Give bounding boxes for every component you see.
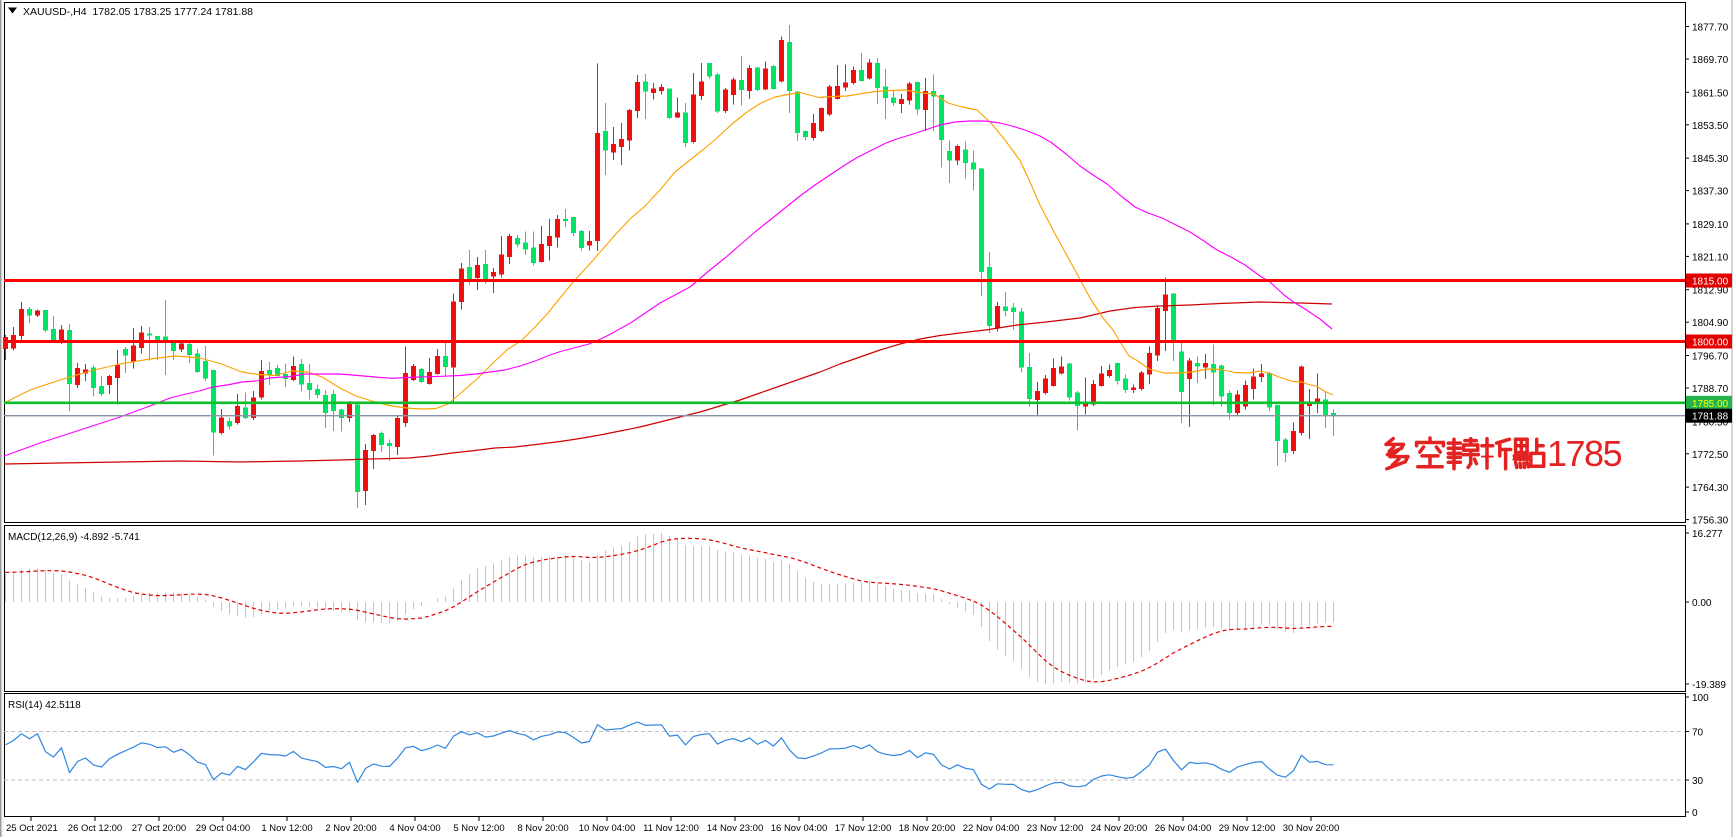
svg-text:1800.00: 1800.00 [1692,338,1729,349]
svg-text:1781.88: 1781.88 [1692,412,1729,423]
svg-text:1780.50: 1780.50 [1692,417,1729,428]
svg-text:0.00: 0.00 [1692,598,1712,609]
svg-text:1853.50: 1853.50 [1692,121,1729,132]
svg-text:2 Nov 20:00: 2 Nov 20:00 [325,823,376,834]
svg-text:14 Nov 23:00: 14 Nov 23:00 [707,823,764,834]
svg-text:26 Oct 12:00: 26 Oct 12:00 [68,823,122,834]
svg-text:18 Nov 20:00: 18 Nov 20:00 [899,823,956,834]
svg-text:10 Nov 04:00: 10 Nov 04:00 [579,823,636,834]
svg-text:1772.50: 1772.50 [1692,450,1729,461]
svg-text:-19.389: -19.389 [1692,680,1726,691]
svg-text:1829.10: 1829.10 [1692,220,1729,231]
svg-text:29 Oct 04:00: 29 Oct 04:00 [196,823,250,834]
svg-text:1812.90: 1812.90 [1692,286,1729,297]
svg-text:16.277: 16.277 [1692,529,1723,540]
svg-text:4 Nov 04:00: 4 Nov 04:00 [389,823,440,834]
svg-text:16 Nov 04:00: 16 Nov 04:00 [771,823,828,834]
svg-text:1 Nov 12:00: 1 Nov 12:00 [261,823,312,834]
svg-text:8 Nov 20:00: 8 Nov 20:00 [517,823,568,834]
svg-text:17 Nov 12:00: 17 Nov 12:00 [835,823,892,834]
svg-text:30 Nov 20:00: 30 Nov 20:00 [1283,823,1340,834]
svg-text:22 Nov 04:00: 22 Nov 04:00 [963,823,1020,834]
svg-text:XAUUSD-,H4 1782.05 1783.25 17: XAUUSD-,H4 1782.05 1783.25 1777.24 1781.… [23,6,253,18]
svg-text:27 Oct 20:00: 27 Oct 20:00 [132,823,186,834]
svg-text:1815.00: 1815.00 [1692,277,1729,288]
svg-text:25 Oct 2021: 25 Oct 2021 [6,823,58,834]
svg-text:5 Nov 12:00: 5 Nov 12:00 [453,823,504,834]
svg-text:1845.30: 1845.30 [1692,154,1729,165]
svg-text:1785: 1785 [1547,433,1622,474]
svg-text:29 Nov 12:00: 29 Nov 12:00 [1219,823,1276,834]
svg-text:MACD(12,26,9) -4.892 -5.741: MACD(12,26,9) -4.892 -5.741 [8,532,140,543]
svg-text:0: 0 [1692,808,1698,819]
svg-text:11 Nov 12:00: 11 Nov 12:00 [643,823,699,834]
svg-text:23 Nov 12:00: 23 Nov 12:00 [1027,823,1084,834]
svg-text:70: 70 [1692,728,1704,739]
svg-text:RSI(14) 42.5118: RSI(14) 42.5118 [8,700,81,711]
svg-text:1785.00: 1785.00 [1692,399,1729,410]
svg-text:1764.30: 1764.30 [1692,483,1729,494]
svg-text:24 Nov 20:00: 24 Nov 20:00 [1091,823,1148,834]
svg-text:1869.70: 1869.70 [1692,55,1729,66]
svg-text:1788.70: 1788.70 [1692,384,1729,395]
svg-text:1877.70: 1877.70 [1692,23,1729,34]
svg-text:100: 100 [1692,693,1709,704]
svg-text:1796.70: 1796.70 [1692,352,1729,363]
svg-text:1861.50: 1861.50 [1692,88,1729,99]
svg-text:1837.30: 1837.30 [1692,187,1729,198]
svg-text:1821.10: 1821.10 [1692,252,1729,263]
svg-text:1804.90: 1804.90 [1692,318,1729,329]
svg-text:26 Nov 04:00: 26 Nov 04:00 [1155,823,1212,834]
svg-text:30: 30 [1692,776,1704,787]
svg-text:1756.30: 1756.30 [1692,516,1729,527]
